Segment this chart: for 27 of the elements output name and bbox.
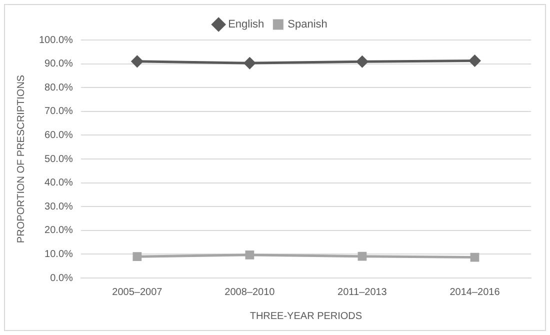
y-tick-label: 10.0% bbox=[44, 248, 74, 260]
point bbox=[470, 252, 480, 262]
point bbox=[356, 56, 368, 68]
legend-label: English bbox=[228, 18, 264, 31]
y-tick-label: 50.0% bbox=[44, 154, 74, 165]
y-tick-label: 70.0% bbox=[44, 106, 74, 118]
y-tick-label: 80.0% bbox=[44, 82, 74, 94]
y-tick-label: 40.0% bbox=[44, 178, 74, 189]
point bbox=[358, 252, 367, 261]
y-tick-label: 100.0% bbox=[38, 34, 74, 46]
legend-label: Spanish bbox=[288, 18, 328, 31]
point bbox=[131, 56, 143, 68]
x-tick-label: 2005–2007 bbox=[112, 286, 163, 298]
x-tick-label: 2008–2010 bbox=[224, 286, 276, 298]
x-tick-label: 2011–2013 bbox=[338, 286, 388, 298]
y-axis-title: PROPORTION OF PRESCRIPTIONS bbox=[16, 74, 27, 244]
point bbox=[132, 252, 142, 262]
y-tick-label: 0.0% bbox=[50, 272, 74, 284]
y-tick-label: 20.0% bbox=[44, 225, 74, 236]
point bbox=[245, 250, 254, 260]
y-tick-label: 90.0% bbox=[44, 58, 74, 70]
x-axis-title: THREE-YEAR PERIODS bbox=[250, 310, 362, 322]
y-tick-label: 60.0% bbox=[44, 130, 74, 141]
point bbox=[244, 57, 256, 69]
y-tick-label: 30.0% bbox=[44, 201, 74, 212]
x-tick-label: 2014–2016 bbox=[450, 286, 500, 298]
point bbox=[468, 54, 480, 66]
